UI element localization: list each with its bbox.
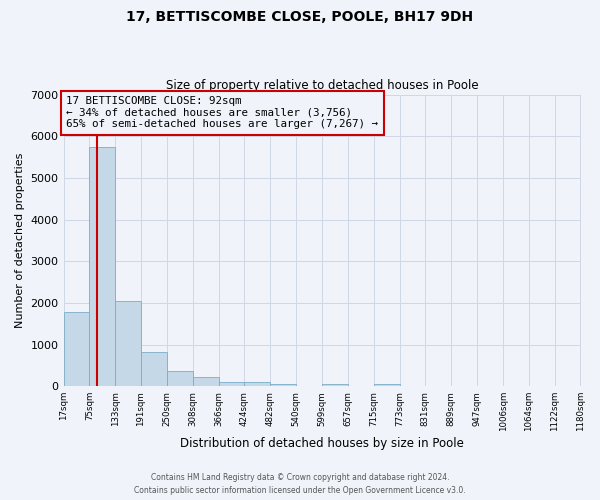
Text: 17 BETTISCOMBE CLOSE: 92sqm
← 34% of detached houses are smaller (3,756)
65% of : 17 BETTISCOMBE CLOSE: 92sqm ← 34% of det… <box>66 96 378 129</box>
Text: Contains HM Land Registry data © Crown copyright and database right 2024.
Contai: Contains HM Land Registry data © Crown c… <box>134 474 466 495</box>
Bar <box>322 384 348 386</box>
Bar <box>64 312 89 386</box>
Bar <box>115 301 141 386</box>
Bar <box>218 382 244 386</box>
Y-axis label: Number of detached properties: Number of detached properties <box>15 152 25 328</box>
Text: 17, BETTISCOMBE CLOSE, POOLE, BH17 9DH: 17, BETTISCOMBE CLOSE, POOLE, BH17 9DH <box>127 10 473 24</box>
Bar <box>167 371 193 386</box>
Bar <box>244 382 270 386</box>
Bar <box>141 352 167 386</box>
Bar <box>193 376 218 386</box>
Bar <box>89 146 115 386</box>
X-axis label: Distribution of detached houses by size in Poole: Distribution of detached houses by size … <box>180 437 464 450</box>
Bar <box>374 384 400 386</box>
Bar <box>270 384 296 386</box>
Title: Size of property relative to detached houses in Poole: Size of property relative to detached ho… <box>166 79 478 92</box>
